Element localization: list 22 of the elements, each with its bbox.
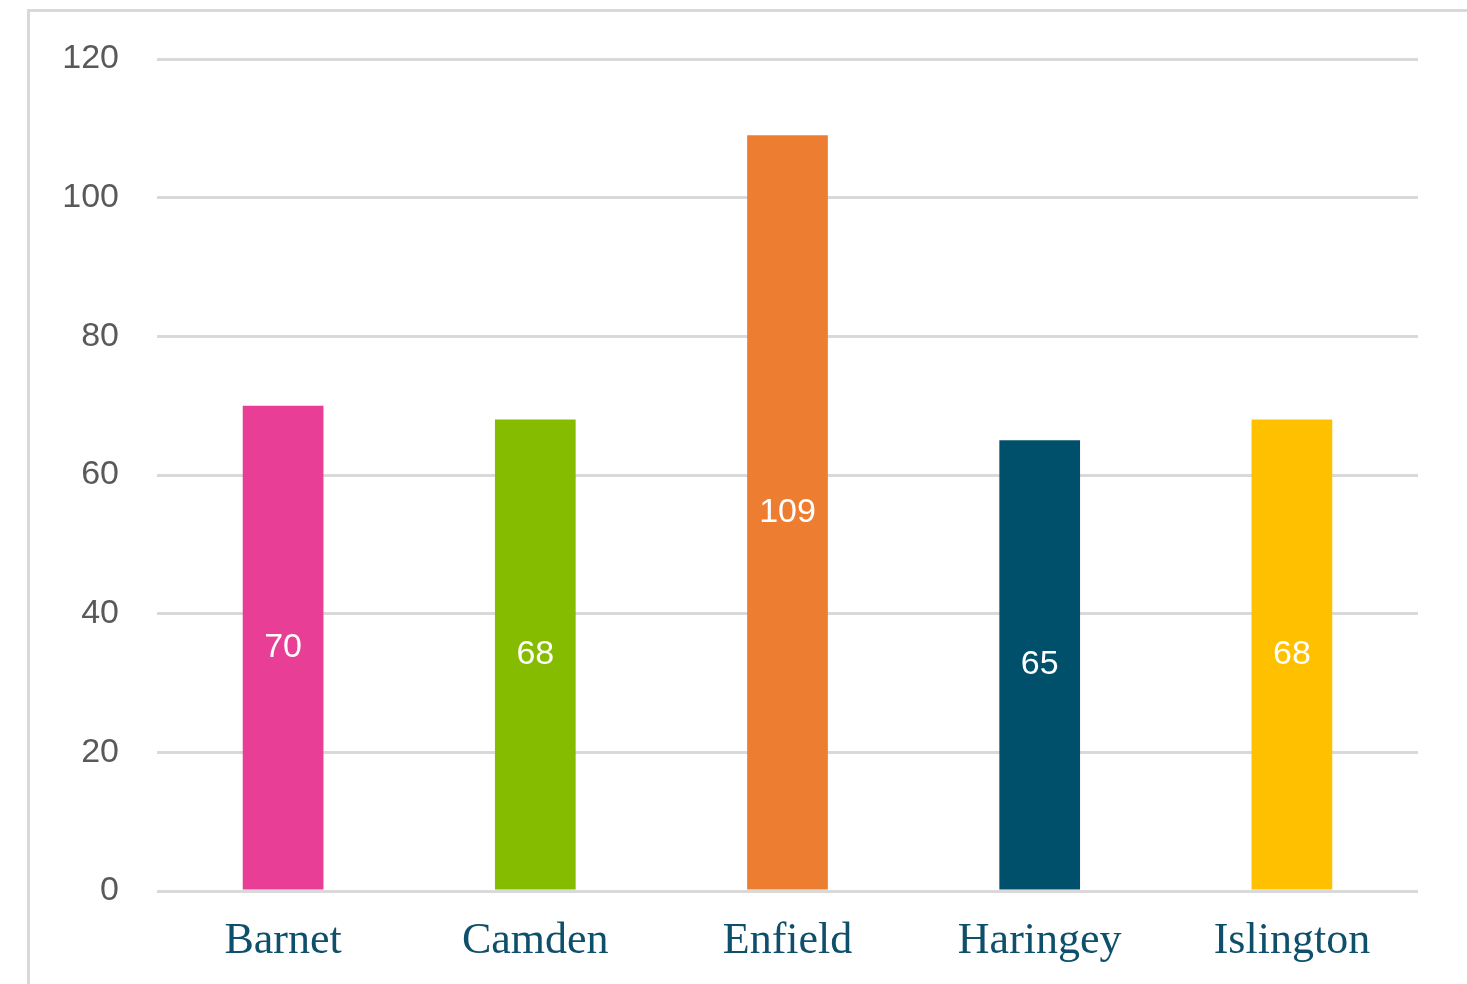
y-tick-label: 40 <box>81 592 119 631</box>
y-tick-label: 120 <box>62 37 119 76</box>
y-tick-label: 0 <box>100 869 119 908</box>
data-label: 65 <box>1020 643 1059 682</box>
y-tick-label: 80 <box>81 314 119 353</box>
x-tick-label: Barnet <box>224 913 342 963</box>
bar <box>999 440 1081 890</box>
data-label: 68 <box>1272 632 1311 671</box>
bar <box>494 419 576 890</box>
x-tick-label: Camden <box>461 913 609 963</box>
y-tick-label: 100 <box>62 176 119 215</box>
bar <box>242 405 324 890</box>
x-tick-label: Islington <box>1213 913 1371 963</box>
y-tick-label: 60 <box>81 453 119 492</box>
x-tick-label: Enfield <box>722 913 853 963</box>
bar <box>1251 419 1333 890</box>
data-label: 68 <box>516 632 555 671</box>
x-tick-label: Haringey <box>957 913 1122 963</box>
bar <box>747 135 828 890</box>
y-tick-label: 20 <box>81 730 119 769</box>
data-label: 70 <box>264 625 303 664</box>
data-label: 109 <box>759 490 816 529</box>
